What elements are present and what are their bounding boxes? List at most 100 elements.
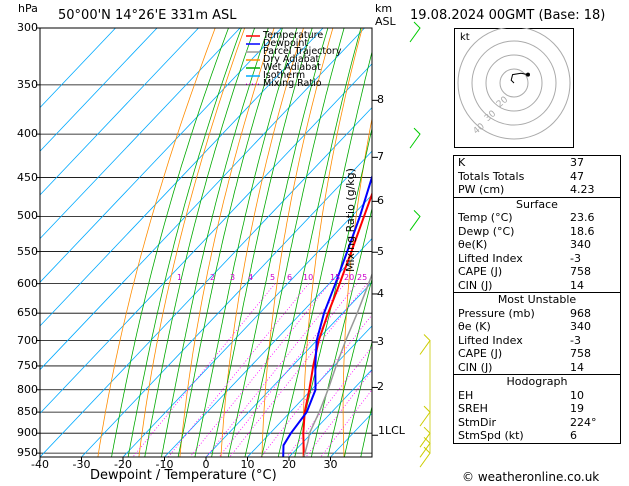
index-key: Totals Totals [458,169,525,183]
wet-adiabat-line [144,28,255,457]
index-key: Lifted Index [458,251,523,265]
wet-adiabat-line [277,50,372,457]
mixing-ratio-label: 20 [344,273,355,282]
mixing-ratio-label: 15 [330,273,341,282]
index-row: Temp (°C) 23.6 [454,211,620,225]
index-key: CAPE (J) [458,347,503,360]
pressure-tick-label: 800 [17,382,38,396]
index-value: 224° [570,415,597,429]
index-row: Lifted Index -3 [454,334,620,348]
isotherm-line [288,369,372,457]
legend-item-label: Parcel Trajectory [263,46,342,57]
wet-adiabat-line [194,28,298,457]
index-key: StmDir [458,415,497,429]
parcel-trajectory-line [303,272,372,457]
index-row: K 37 [454,156,620,170]
index-key: Dewp (°C) [458,224,515,238]
index-value: 37 [570,156,584,169]
temp-tick-label: -30 [72,458,91,471]
pressure-tick-label: 750 [17,358,38,372]
dry-adiabat-line [179,28,275,457]
legend-item-label: Dewpoint [263,38,309,49]
wind-barb [419,334,431,355]
km-tick-label: 7 [377,150,384,164]
index-key: CIN (J) [458,278,493,292]
temp-tick-label: 10 [240,458,255,471]
x-axis-label: Dewpoint / Temperature (°C) [90,468,277,483]
index-key: CAPE (J) [458,265,503,278]
mixing-ratio-line [132,283,276,457]
legend-item-label: Wet Adiabat [263,62,321,73]
index-key: θe(K) [458,238,488,251]
temp-tick-label: 30 [323,458,338,471]
index-row: CIN (J) 14 [454,361,620,375]
mixing-ratio-label: 4 [248,273,254,282]
wind-barb [409,127,421,149]
index-row: StmDir 224° [454,416,620,430]
mixing-ratio-line [205,283,346,457]
wet-adiabat-line [161,28,269,457]
temp-tick-label: 0 [202,458,210,471]
index-value: 10 [570,388,584,402]
dry-adiabat-line [342,116,372,457]
temp-tick-label: -40 [31,458,49,471]
dry-adiabat-line [138,28,246,457]
km-tick-label: 4 [377,286,384,300]
index-row: Totals Totals 47 [454,170,620,184]
mixing-ratio-line [218,283,358,457]
km-tick-label: 3 [377,335,384,349]
mixing-ratio-label: 1 [177,273,183,282]
legend-item-label: Temperature [263,30,324,41]
temp-tick-label: -20 [114,458,132,471]
km-tick-label: 8 [377,93,384,107]
isotherm-line [40,28,282,283]
pressure-tick-label: 550 [17,244,38,258]
temp-tick-label: 20 [282,458,296,471]
wet-adiabat-line [127,28,242,457]
hodograph-unit: kt [460,32,470,43]
index-key: SREH [458,402,488,415]
isotherm-line [40,28,116,109]
datetime-title: 19.08.2024 00GMT (Base: 18) [410,8,606,23]
legend-item-label: Mixing Ratio [263,78,322,89]
wet-adiabat-line [261,28,362,457]
pressure-tick-label: 350 [17,77,38,91]
index-value: 758 [570,265,591,278]
mixing-ratio-line [286,345,372,457]
wind-barb [419,405,431,427]
isotherm-line [40,28,365,371]
pressure-tick-label: 950 [17,446,38,460]
index-row: StmSpd (kt) 6 [454,429,620,443]
pressure-tick-label: 900 [17,426,38,440]
km-tick-label: 2 [377,380,384,394]
index-row: Pressure (mb) 968 [454,307,620,321]
mixing-ratio-label: 3 [230,273,236,282]
wet-adiabat-line [111,28,229,457]
y-unit-label: hPa [18,2,38,15]
index-key: CIN (J) [458,360,493,374]
most-unstable-title: Most Unstable [497,293,577,306]
asl-unit-label: ASL [375,15,396,28]
hodograph-title: Hodograph [506,375,568,388]
wind-barb [419,426,431,448]
legend-item-label: Isotherm [263,70,306,81]
mixing-ratio-line [167,283,309,457]
index-key: Lifted Index [458,333,523,347]
wet-adiabat-line [227,28,329,457]
surface-title: Surface [516,197,558,211]
index-row: θe(K) 340 [454,238,620,252]
index-key: K [458,156,466,169]
hodograph: kt 40 30 20 [454,28,574,148]
index-row: PW (cm) 4.23 [454,183,620,197]
wet-adiabat-line [310,206,372,457]
mixing-ratio-axis-label: Mixing Ratio (g/kg) [344,168,357,272]
footer-credit: © weatheronline.co.uk [462,470,600,484]
mixing-ratio-label: 2 [210,273,216,282]
dewpoint-line [282,174,372,457]
index-key: PW (cm) [458,183,505,196]
index-value: 14 [570,278,584,292]
mixing-ratio-line [189,283,330,457]
wet-adiabat-line [244,28,345,457]
location-title: 50°00'N 14°26'E 331m ASL [58,8,237,23]
